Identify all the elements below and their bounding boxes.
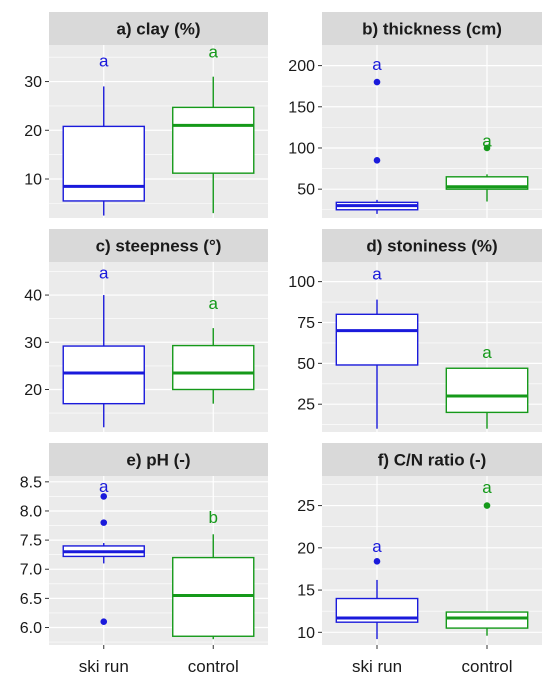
panel-6: f) C/N ratio (-) 10 15 20 25 a a ski run control [297,443,542,676]
panel-2-ytick-label: 100 [288,140,315,157]
panel-4-ytick-label: 50 [297,356,315,373]
panel-2-control-significance-letter: a [482,132,492,151]
panel-4-ski-run-box [335,313,419,366]
panel-5-ytick-label: 8.5 [20,474,42,491]
panel-3-strip [49,229,268,262]
panel-1-control-significance-letter: a [209,42,219,61]
panel-3-control-box [172,344,255,391]
panel-6-ytick-label: 15 [297,583,315,600]
panel-5-ski-run-outlier [100,519,108,526]
panel-5-xtick-label: ski run [79,657,129,676]
panel-3-title: c) steepness (°) [96,237,222,256]
panel-6-xtick-label: ski run [352,657,402,676]
panel-4-title: d) stoniness (%) [366,237,497,256]
panel-1-ytick-label: 10 [24,172,42,189]
panel-1-ytick-label: 20 [24,123,42,140]
panel-3-ytick-label: 30 [24,335,42,352]
panel-6-control-significance-letter: a [482,478,492,497]
panel-4-ytick-label: 25 [297,397,315,414]
panel-4-ytick-label: 75 [297,315,315,332]
panel-6-strip [322,443,542,476]
panel-3: c) steepness (°) 20 30 40 a a [24,229,268,432]
panel-3-ski-run-box [62,345,145,405]
panel-2: b) thickness (cm) 50 100 150 200 a a [288,12,542,218]
panel-4-control-box [445,367,529,414]
panel-4-ski-run-significance-letter: a [372,264,382,283]
panel-2-title: b) thickness (cm) [362,20,502,39]
panel-4-ytick-label: 100 [288,274,315,291]
panel-3-control-significance-letter: a [209,294,219,313]
panel-5-ski-run-outlier [100,493,108,500]
panel-2-ski-run-outlier [373,78,381,86]
panel-5-ski-run-outlier [100,618,108,625]
panel-3-ytick-label: 40 [24,288,42,305]
panel-5-xtick-label: control [188,657,239,676]
panel-4-strip [322,229,542,262]
panel-5: e) pH (-) 6.0 6.5 7.0 7.5 8.0 8.5 a b ski run cont… [20,443,268,676]
panel-1-ski-run-box [62,125,145,202]
panel-6-title: f) C/N ratio (-) [378,451,487,470]
panel-5-ytick-label: 7.5 [20,533,42,550]
panel-5-ytick-label: 6.0 [20,620,42,637]
panel-4-control-significance-letter: a [482,343,492,362]
panel-2-ytick-label: 50 [297,182,315,199]
panel-6-ski-run-significance-letter: a [372,537,382,556]
panel-1-title: a) clay (%) [116,20,200,39]
panel-5-ytick-label: 6.5 [20,591,42,608]
panel-5-ytick-label: 7.0 [20,562,42,579]
panel-5-control-significance-letter: b [209,508,218,527]
panel-2-strip [322,12,542,45]
panel-2-ytick-label: 200 [288,58,315,75]
panel-2-ski-run-outlier [373,157,381,164]
panel-5-ytick-label: 8.0 [20,503,42,520]
panel-3-ytick-label: 20 [24,382,42,399]
panel-4: d) stoniness (%) 25 50 75 100 a a [288,229,542,432]
panel-6-ski-run-box [335,597,419,623]
panel-6-ski-run-outlier [373,558,381,565]
panel-1-ytick-label: 30 [24,74,42,91]
panel-6-xtick-label: control [461,657,512,676]
panel-5-ski-run-significance-letter: a [99,477,109,496]
panel-6-ytick-label: 20 [297,540,315,557]
panel-1: a) clay (%) 10 20 30 a a [24,12,268,218]
panel-1-control-box [172,106,255,174]
panel-1-strip [49,12,268,45]
panel-6-control-outlier [483,502,491,509]
panel-2-background [322,45,542,218]
panel-6-ytick-label: 25 [297,498,315,515]
panel-3-ski-run-significance-letter: a [99,263,109,282]
panel-1-ski-run-significance-letter: a [99,52,109,71]
panel-2-ytick-label: 150 [288,99,315,116]
panel-2-control-outlier [483,144,491,152]
panel-2-ski-run-significance-letter: a [372,55,382,74]
panel-5-title: e) pH (-) [126,451,190,470]
panel-6-control-box [445,611,529,629]
panel-5-strip [49,443,268,476]
panel-6-ytick-label: 10 [297,625,315,642]
